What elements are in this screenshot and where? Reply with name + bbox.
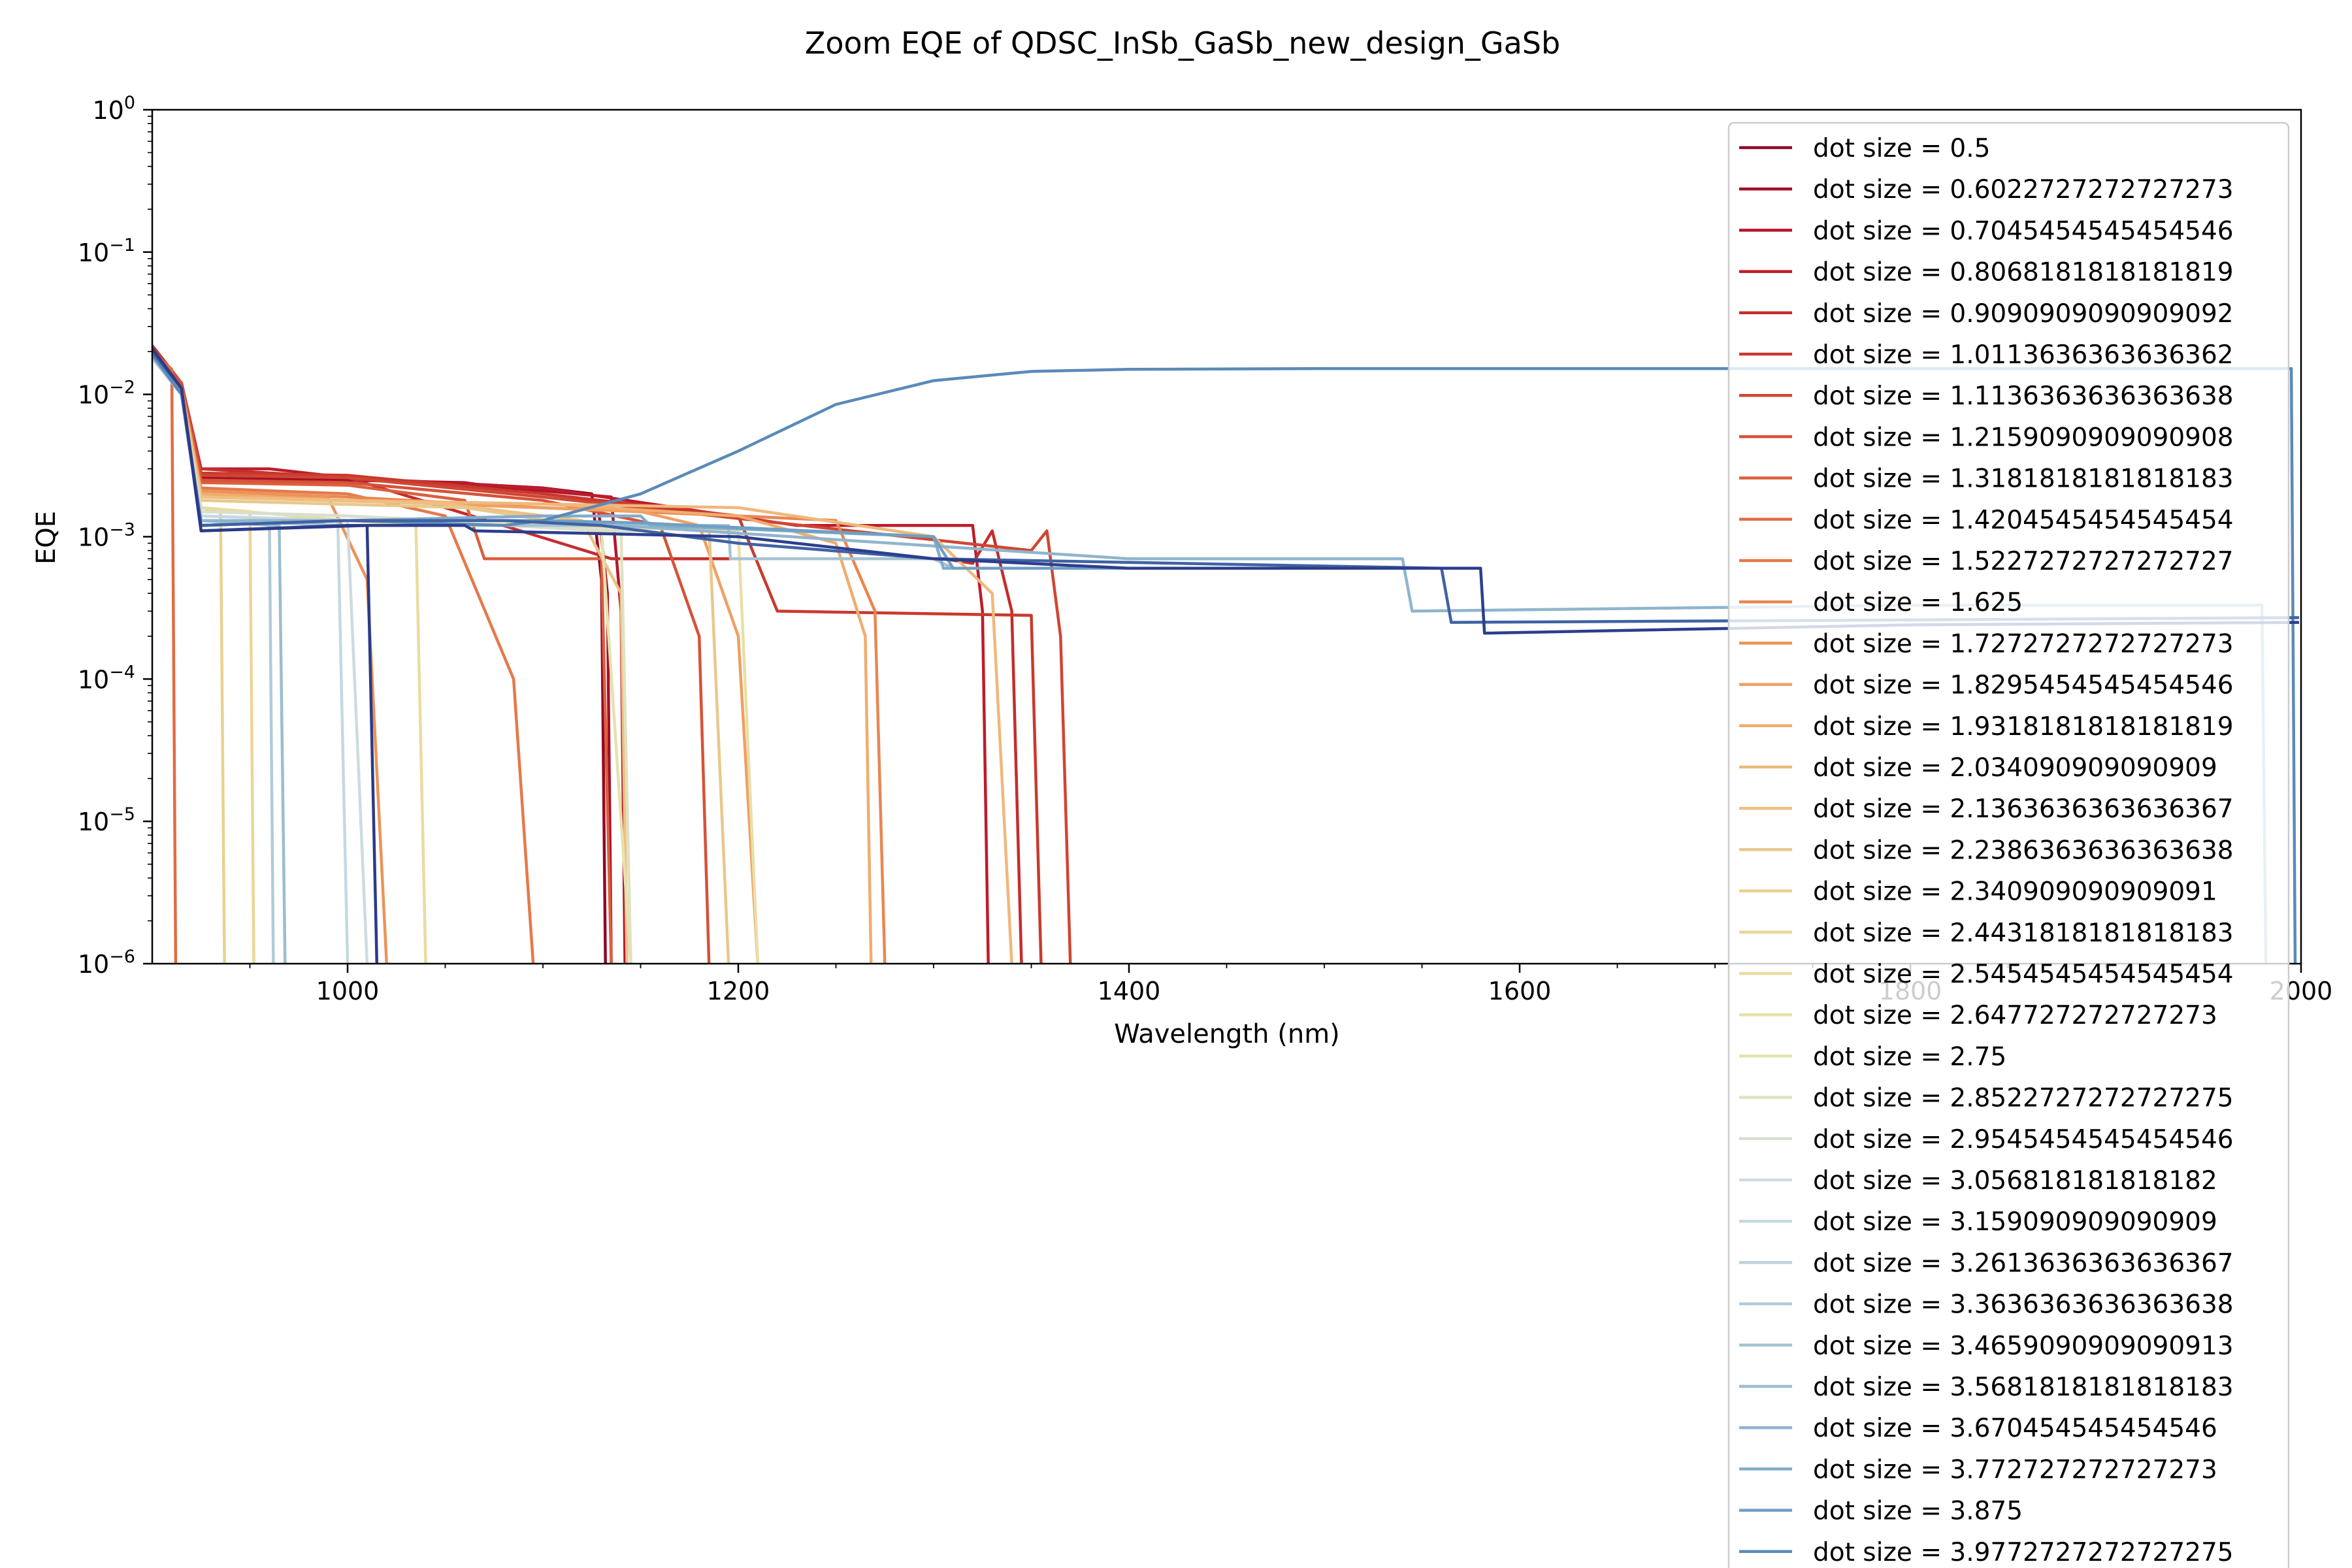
series-line-1 xyxy=(152,350,607,964)
y-tick-label: 10−3 xyxy=(78,520,135,552)
legend-entry-label: dot size = 1.3181818181818183 xyxy=(1813,465,2234,494)
legend-entry-label: dot size = 1.7272727272727273 xyxy=(1813,629,2234,659)
legend-entry-label: dot size = 2.034090909090909 xyxy=(1813,753,2217,783)
series-line-26 xyxy=(152,357,369,964)
x-tick-label: 1400 xyxy=(1098,977,1161,1005)
series-line-11 xyxy=(152,350,535,964)
legend-entry-label: dot size = 0.7045454545454546 xyxy=(1813,216,2234,246)
series-line-14 xyxy=(152,353,760,964)
chart-title: Zoom EQE of QDSC_InSb_GaSb_new_design_Ga… xyxy=(805,25,1560,61)
legend: dot size = 0.5 dot size = 0.6022727272727… xyxy=(1727,122,2290,1568)
legend-entry-label: dot size = 3.9772727272727275 xyxy=(1813,1538,2234,1567)
series-line-22 xyxy=(152,357,760,964)
legend-entry-label: dot size = 1.4204545454545454 xyxy=(1813,506,2234,535)
legend-entry-label: dot size = 2.2386363636363638 xyxy=(1813,836,2234,865)
legend-entry-label: dot size = 0.9090909090909092 xyxy=(1813,299,2234,329)
y-tick-label: 10−1 xyxy=(78,235,135,267)
legend-entry-label: dot size = 3.875 xyxy=(1813,1497,2023,1526)
legend-entry-label: dot size = 0.8068181818181819 xyxy=(1813,258,2234,287)
legend-entry-label: dot size = 2.4431818181818183 xyxy=(1813,919,2234,948)
legend-entry-label: dot size = 2.340909090909091 xyxy=(1813,877,2217,907)
x-tick-label: 1000 xyxy=(316,977,380,1005)
legend-entry-label: dot size = 3.056818181818182 xyxy=(1813,1166,2217,1196)
legend-entry-label: dot size = 1.2159090909090908 xyxy=(1813,423,2234,452)
legend-entry-label: dot size = 1.5227272727272727 xyxy=(1813,547,2234,576)
legend-entry-label: dot size = 2.5454545454545454 xyxy=(1813,960,2234,989)
series-line-20 xyxy=(152,357,255,964)
legend-entry-label: dot size = 0.5 xyxy=(1813,134,1990,163)
legend-entry-label: dot size = 2.1363636363636367 xyxy=(1813,794,2234,824)
legend-entry-label: dot size = 3.2613636363636367 xyxy=(1813,1249,2234,1278)
legend-entry-label: dot size = 2.9545454545454546 xyxy=(1813,1125,2234,1154)
y-tick-label: 100 xyxy=(92,93,135,125)
x-tick-label: 1600 xyxy=(1488,977,1552,1005)
y-axis-label: EQE xyxy=(31,511,61,564)
y-tick-label: 10−2 xyxy=(78,378,135,410)
legend-entry-label: dot size = 1.0113636363636362 xyxy=(1813,340,2234,370)
legend-entry-label: dot size = 2.647727272727273 xyxy=(1813,1001,2217,1030)
legend-box xyxy=(1727,122,2290,1568)
legend-entry-label: dot size = 3.159090909090909 xyxy=(1813,1207,2217,1237)
legend-entry-label: dot size = 3.4659090909090913 xyxy=(1813,1331,2234,1361)
x-axis-label: Wavelength (nm) xyxy=(1114,1019,1340,1049)
axes: 10001200140016001800200010010−110−210−31… xyxy=(78,93,2333,1005)
legend-entry-label: dot size = 3.5681818181818183 xyxy=(1813,1373,2234,1402)
series-line-38 xyxy=(152,348,379,964)
legend-entry-label: dot size = 3.772727272727273 xyxy=(1813,1455,2217,1484)
series-line-6 xyxy=(152,348,1043,964)
y-tick-label: 10−6 xyxy=(78,947,135,979)
legend-entry-label: dot size = 3.3636363636363638 xyxy=(1813,1290,2234,1320)
legend-entry-label: dot size = 3.670454545454546 xyxy=(1813,1414,2217,1443)
legend-entry-label: dot size = 2.8522727272727275 xyxy=(1813,1084,2234,1113)
y-tick-label: 10−5 xyxy=(78,804,135,836)
legend-entry-label: dot size = 1.9318181818181819 xyxy=(1813,712,2234,742)
series-line-15 xyxy=(152,353,873,964)
series-line-18 xyxy=(152,357,730,964)
legend-entry-label: dot size = 1.1136363636363638 xyxy=(1813,382,2234,411)
series-line-12 xyxy=(152,350,887,964)
series-line-10 xyxy=(152,350,178,964)
series-line-34 xyxy=(152,353,1129,570)
legend-entry-label: dot size = 1.8295454545454546 xyxy=(1813,671,2234,700)
series-line-29 xyxy=(152,357,275,964)
legend-entry-label: dot size = 1.625 xyxy=(1813,588,2023,617)
series-line-4 xyxy=(152,344,990,964)
legend-entry-label: dot size = 0.6022727272727273 xyxy=(1813,175,2234,204)
x-tick-label: 1200 xyxy=(707,977,770,1005)
plot-area xyxy=(152,344,2300,964)
y-tick-label: 10−4 xyxy=(78,662,135,694)
legend-entry-label: dot size = 2.75 xyxy=(1813,1042,2006,1071)
